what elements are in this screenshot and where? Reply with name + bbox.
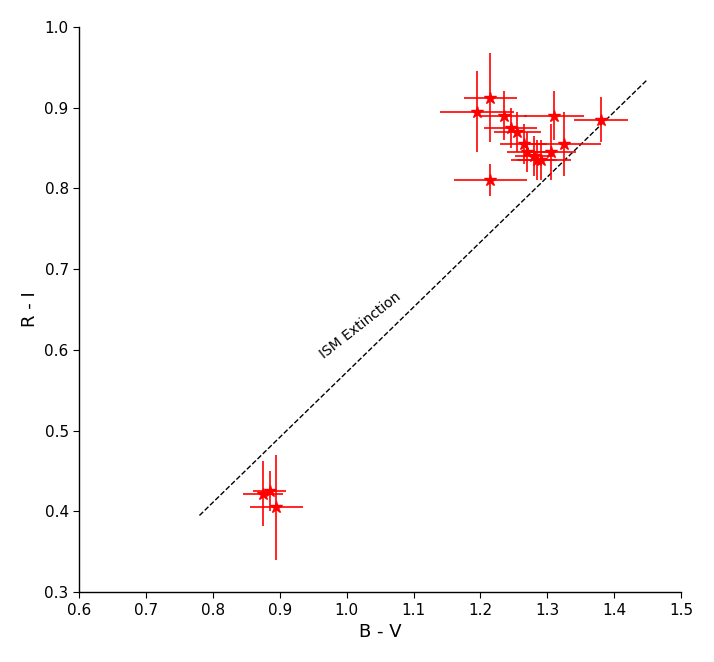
- X-axis label: B - V: B - V: [358, 623, 401, 641]
- Text: ISM Extinction: ISM Extinction: [317, 290, 403, 361]
- Y-axis label: R - I: R - I: [21, 292, 39, 328]
